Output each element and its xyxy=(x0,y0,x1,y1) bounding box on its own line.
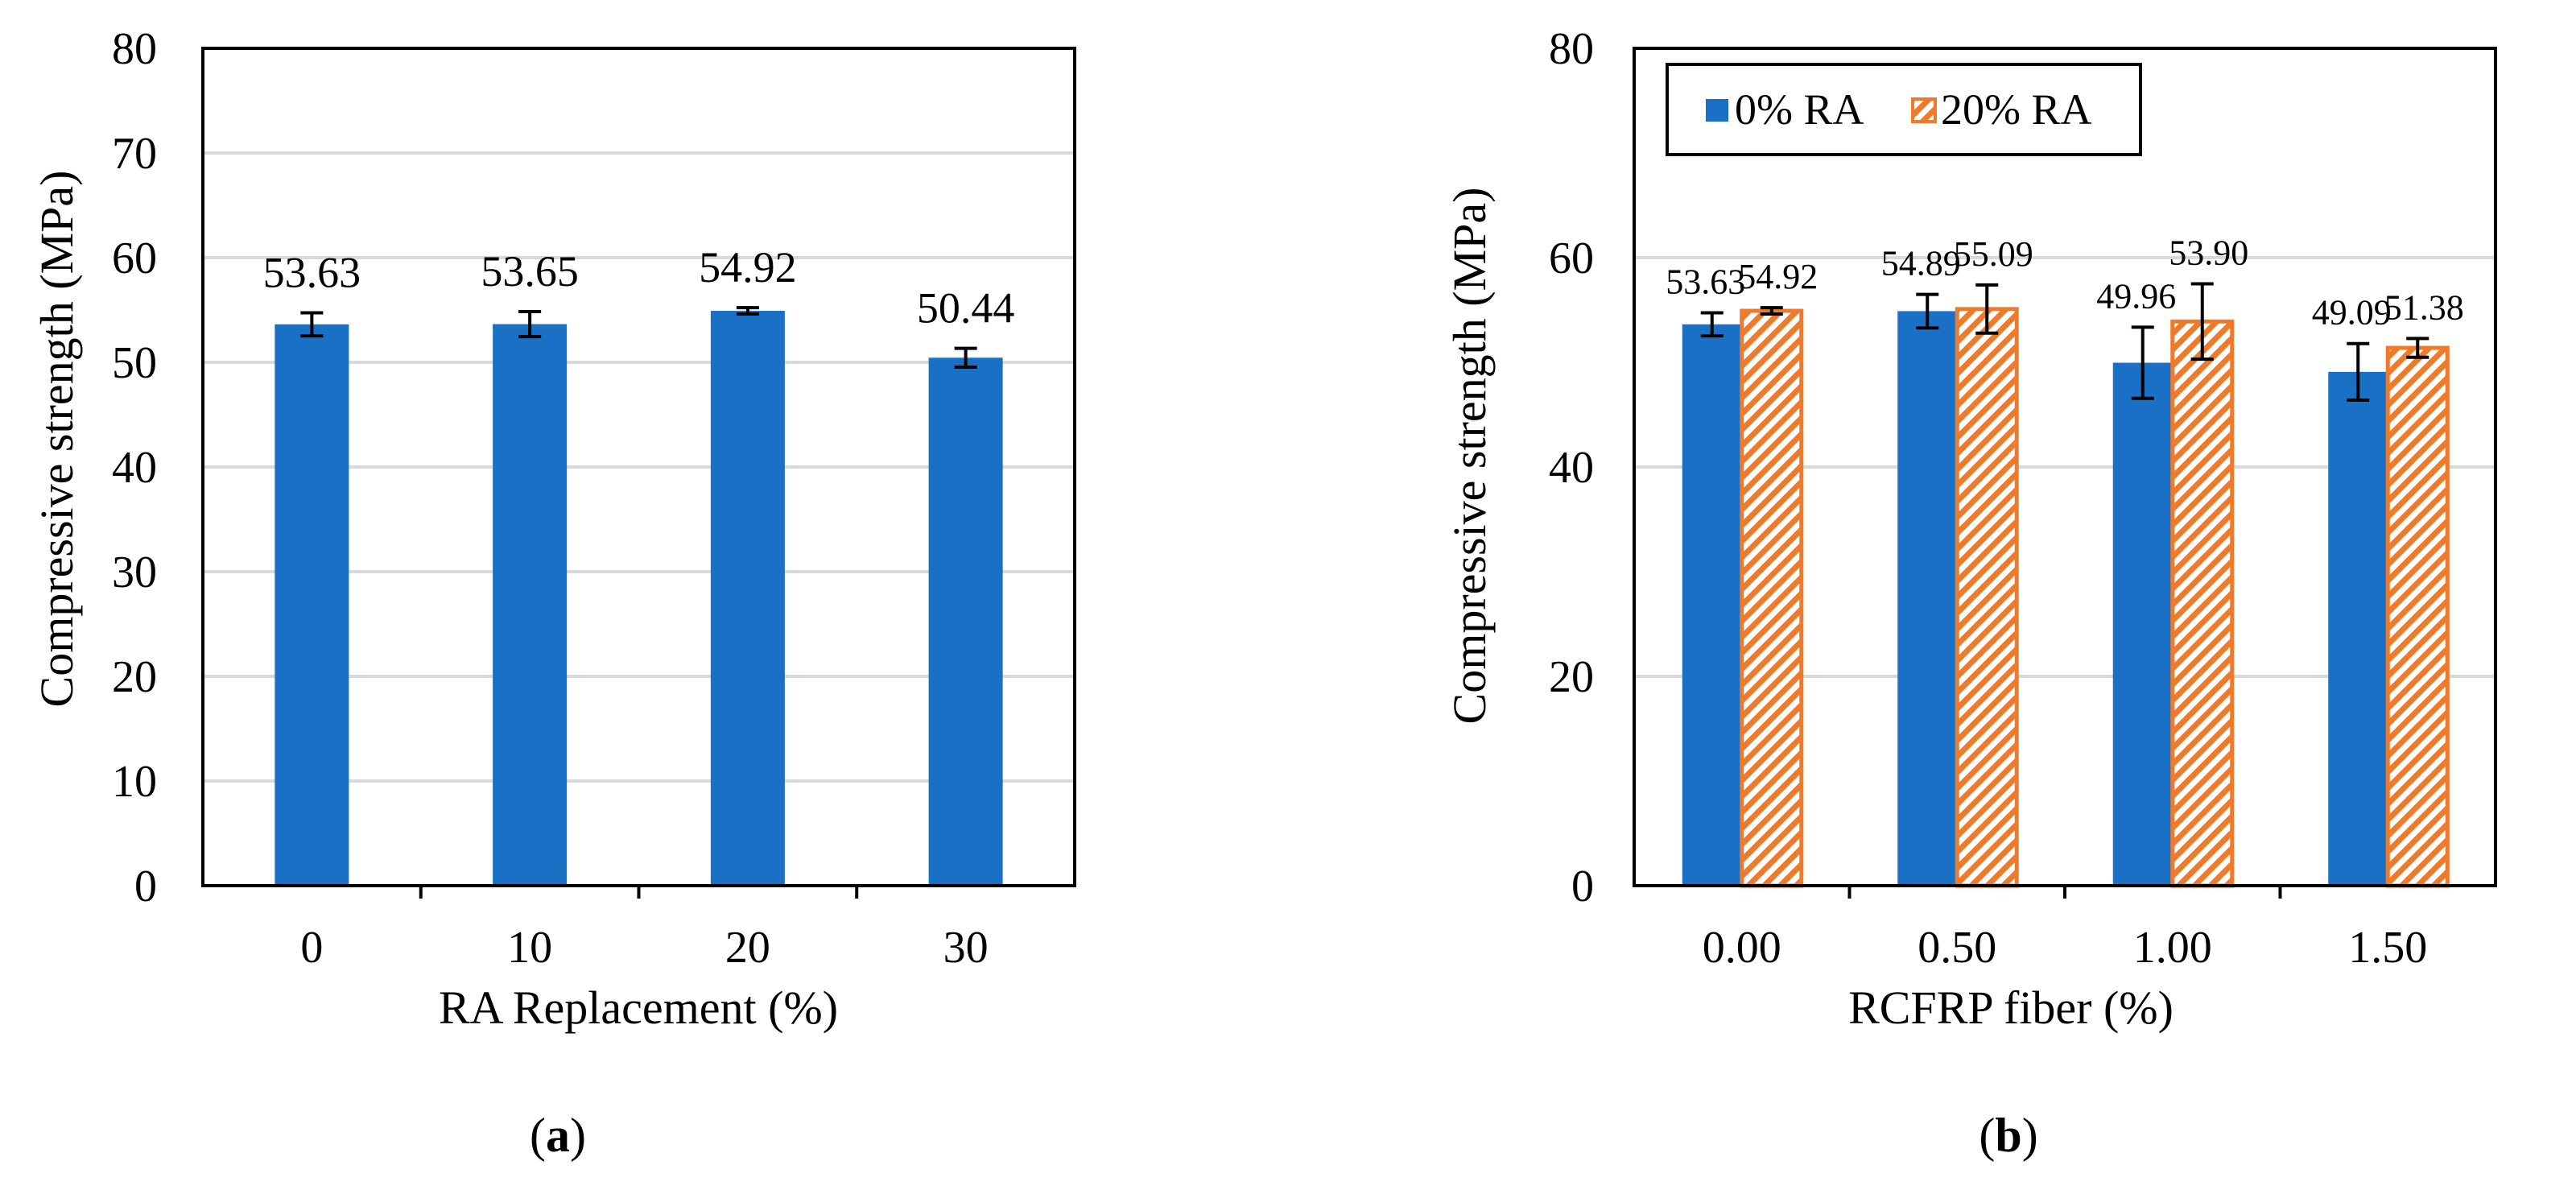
b-y-tick-label: 0 xyxy=(1571,862,1594,911)
b-panel-letter: b xyxy=(1995,1109,2021,1162)
b-y-tick-label: 60 xyxy=(1549,233,1594,283)
a-y-tick-label: 80 xyxy=(112,24,157,74)
a-plot-border xyxy=(201,47,1076,887)
b-data-label: 51.38 xyxy=(2384,287,2464,327)
b-data-label: 54.92 xyxy=(1738,257,1818,296)
b-y-tick-label: 40 xyxy=(1549,443,1594,493)
a-y-tick-label: 60 xyxy=(112,233,157,283)
a-y-tick-label: 0 xyxy=(134,862,157,911)
a-data-labels: 53.63 53.65 54.92 50.44 xyxy=(263,243,1015,332)
a-bar-s1-2 xyxy=(710,311,785,886)
b-bar-s2-0 xyxy=(1740,308,1804,888)
b-x-axis-label: RCFRP fiber (%) xyxy=(1848,981,2174,1034)
a-x-axis-label: RA Replacement (%) xyxy=(439,981,838,1034)
b-x-tick-label: 1.50 xyxy=(2348,923,2427,973)
b-error-bars xyxy=(1700,282,2429,402)
b-data-label: 54.89 xyxy=(1881,244,1961,283)
a-error-bars xyxy=(300,306,977,369)
b-bar-s1-1 xyxy=(1897,311,1958,886)
a-y-tick-labels: 0 10 20 30 40 50 60 70 80 xyxy=(112,24,157,911)
b-legend: 0% RA 20% RA xyxy=(1666,63,2142,156)
a-panel-label: (a) xyxy=(530,1109,586,1162)
a-x-tick-label: 10 xyxy=(507,923,552,973)
a-bar-s1-3 xyxy=(928,357,1003,886)
b-y-tick-label: 80 xyxy=(1549,24,1594,74)
a-y-tick-label: 40 xyxy=(112,443,157,493)
b-y-tick-label: 20 xyxy=(1549,652,1594,702)
legend-label-20pct-ra: 20% RA xyxy=(1941,85,2092,134)
a-x-tick-label: 0 xyxy=(300,923,323,973)
a-bars xyxy=(275,311,1003,886)
b-bar-s1-2 xyxy=(2112,362,2173,886)
a-data-label: 50.44 xyxy=(917,284,1015,333)
b-bars xyxy=(1682,307,2450,888)
a-y-tick-label: 20 xyxy=(112,652,157,702)
b-data-label: 55.09 xyxy=(1954,234,2033,274)
legend-label-0pct-ra: 0% RA xyxy=(1735,85,1864,134)
a-y-tick-label: 10 xyxy=(112,757,157,807)
b-data-label: 49.09 xyxy=(2312,293,2392,333)
b-y-tick-labels: 0 20 40 60 80 xyxy=(1549,24,1594,911)
a-bar-s1-1 xyxy=(493,324,568,886)
a-x-tick-label: 30 xyxy=(943,923,989,973)
chart-a: 0 10 20 30 40 50 60 70 80 0 10 20 30 53.63 53.65 54.9… xyxy=(31,24,1076,1162)
legend-swatch-0pct-ra xyxy=(1706,99,1728,122)
a-plot-frame xyxy=(201,47,1076,899)
a-y-tick-label: 50 xyxy=(112,338,157,388)
b-data-label: 49.96 xyxy=(2096,276,2176,316)
a-y-axis-label: Compressive strength (MPa) xyxy=(31,171,83,708)
b-bar-s1-3 xyxy=(2328,371,2388,886)
b-x-tick-label: 0.00 xyxy=(1703,923,1781,973)
legend-box xyxy=(1666,63,2142,156)
legend-swatch-20pct-ra xyxy=(1911,97,1937,123)
a-data-label: 53.65 xyxy=(481,247,579,295)
a-x-tick-labels: 0 10 20 30 xyxy=(300,923,988,973)
a-data-label: 53.63 xyxy=(263,249,361,297)
a-x-tick-label: 20 xyxy=(725,923,770,973)
a-panel-letter: a xyxy=(546,1109,570,1162)
b-data-label: 53.63 xyxy=(1666,262,1745,302)
b-x-tick-label: 0.50 xyxy=(1918,923,1996,973)
b-x-tick-labels: 0.00 0.50 1.00 1.50 xyxy=(1703,923,2428,973)
b-y-axis-label: Compressive strength (MPa) xyxy=(1443,188,1496,725)
b-data-label: 53.90 xyxy=(2169,233,2248,273)
b-plot-frame xyxy=(1633,47,2497,899)
b-panel-label: (b) xyxy=(1979,1109,2037,1162)
a-y-tick-label: 70 xyxy=(112,129,157,179)
b-bar-s2-1 xyxy=(1955,307,2019,888)
a-y-tick-label: 30 xyxy=(112,548,157,597)
b-plot-border xyxy=(1633,47,2497,887)
b-x-tick-label: 1.00 xyxy=(2133,923,2212,973)
b-bar-s2-3 xyxy=(2385,345,2450,888)
b-bar-s1-0 xyxy=(1682,324,1742,886)
a-data-label: 54.92 xyxy=(699,243,797,291)
a-bar-s1-0 xyxy=(275,324,349,886)
b-bar-s2-2 xyxy=(2170,319,2235,888)
